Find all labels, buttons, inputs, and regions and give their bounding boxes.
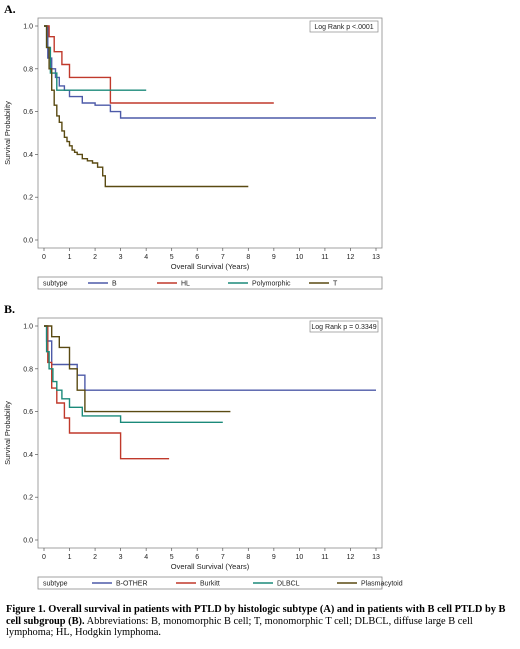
km-chart-b: 0.00.20.40.60.81.00 1 2 3 4 5 6 7 8 9 10 11 12 13Over…: [3, 317, 403, 590]
y-tick-label: 0.2: [23, 195, 33, 202]
y-tick-label: 0.6: [23, 109, 33, 116]
legend-label: Burkitt: [200, 581, 220, 588]
caption-text: Abbreviations: B, monomorphic B cell; T,…: [6, 615, 473, 639]
y-tick-label: 0.0: [23, 538, 33, 545]
legend-label: B-OTHER: [116, 581, 148, 588]
x-tick-label: 1: [68, 254, 72, 261]
legend-label: B: [112, 281, 117, 288]
series-line-burkitt: [44, 325, 170, 460]
legend-label: HL: [181, 281, 190, 288]
x-tick-label: 13: [372, 254, 380, 261]
series-line-hl: [44, 25, 274, 104]
legend-box: [37, 576, 383, 590]
x-tick-label: 12: [347, 254, 355, 261]
x-tick-label: 5: [170, 554, 174, 561]
y-tick-label: 1.0: [23, 24, 33, 31]
x-tick-label: 4: [144, 254, 148, 261]
x-tick-label: 4: [144, 554, 148, 561]
x-tick-label: 8: [246, 254, 250, 261]
plot-frame: [37, 317, 383, 549]
x-tick-label: 12: [347, 554, 355, 561]
series-line-dlbcl: [44, 325, 223, 423]
panel-a-label: A.: [4, 2, 16, 16]
figure-caption: Figure 1. Overall survival in patients w…: [6, 604, 514, 639]
pvalue-text: Log Rank p <.0001: [314, 24, 373, 31]
x-tick-label: 10: [295, 554, 303, 561]
legend-label: Plasmacytoid: [361, 581, 403, 588]
legend-box: [37, 276, 383, 290]
pvalue-box: [309, 320, 379, 333]
y-tick-label: 0.2: [23, 495, 33, 502]
x-tick-label: 2: [93, 254, 97, 261]
x-tick-label: 9: [272, 554, 276, 561]
x-axis-label: Overall Survival (Years): [171, 562, 250, 571]
series-line-b-other: [44, 325, 376, 391]
x-tick-label: 11: [321, 254, 328, 261]
y-axis-label: Survival Probability: [3, 101, 12, 165]
x-tick-label: 3: [119, 254, 123, 261]
x-tick-label: 6: [195, 254, 199, 261]
y-tick-label: 0.6: [23, 409, 33, 416]
x-tick-label: 1: [68, 554, 72, 561]
y-tick-label: 0.8: [23, 66, 33, 73]
x-axis-label: Overall Survival (Years): [171, 262, 250, 271]
legend-title: subtype: [43, 581, 68, 588]
x-tick-label: 0: [42, 254, 46, 261]
x-tick-label: 6: [195, 554, 199, 561]
legend-label: DLBCL: [277, 581, 300, 588]
panel-b-label: B.: [4, 302, 16, 316]
x-tick-label: 10: [295, 254, 303, 261]
y-tick-label: 0.4: [23, 452, 33, 459]
y-tick-label: 0.8: [23, 366, 33, 373]
x-tick-label: 11: [321, 554, 328, 561]
x-tick-label: 7: [221, 254, 225, 261]
series-line-plasmacytoid: [44, 325, 231, 413]
caption-bold: Figure 1. Overall survival in patients w…: [6, 604, 506, 627]
x-tick-label: 0: [42, 554, 46, 561]
pvalue-text: Log Rank p = 0.3349: [311, 324, 376, 331]
x-tick-label: 7: [221, 554, 225, 561]
x-tick-label: 2: [93, 554, 97, 561]
series-line-t: [44, 25, 249, 188]
pvalue-box: [309, 20, 379, 33]
y-tick-label: 0.4: [23, 152, 33, 159]
legend-title: subtype: [43, 281, 68, 288]
y-axis-label: Survival Probability: [3, 401, 12, 465]
y-tick-label: 0.0: [23, 238, 33, 245]
km-chart-a: 0.00.20.40.60.81.00 1 2 3 4 5 6 7 8 9 10 11 12 13Over…: [3, 17, 383, 290]
x-tick-label: 3: [119, 554, 123, 561]
x-tick-label: 8: [246, 554, 250, 561]
x-tick-label: 13: [372, 554, 380, 561]
series-line-b: [44, 25, 376, 119]
x-tick-label: 9: [272, 254, 276, 261]
x-tick-label: 5: [170, 254, 174, 261]
y-tick-label: 1.0: [23, 324, 33, 331]
legend-label: T: [333, 281, 338, 288]
plot-frame: [37, 17, 383, 249]
legend-label: Polymorphic: [252, 281, 291, 288]
